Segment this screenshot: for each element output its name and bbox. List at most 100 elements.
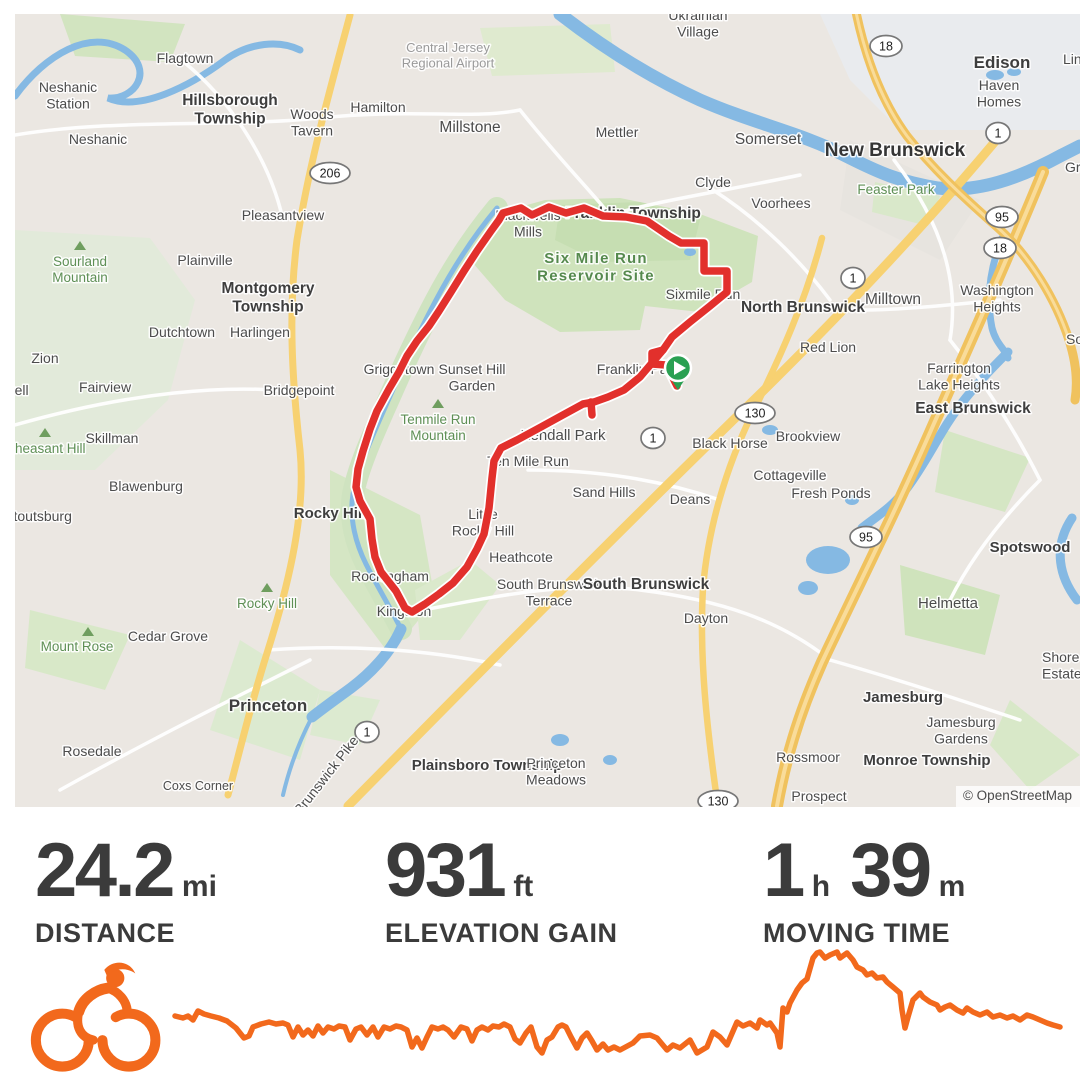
map-label: Dayton (684, 610, 728, 626)
map-label: Milltown (865, 291, 921, 308)
map-label: Spotswood (990, 539, 1071, 556)
map-label: Farrington Lake Heights (918, 360, 1000, 393)
route-shield: 1 (840, 266, 866, 290)
map-label: Hamilton (350, 99, 405, 115)
map-label: Neshanic Station (39, 79, 97, 112)
cyclist-icon (30, 962, 161, 1072)
map-label: Princeton Meadows (526, 755, 586, 788)
svg-text:1: 1 (850, 272, 857, 286)
map-major-roads (224, 14, 1080, 807)
map-label: Rocky Hill (237, 596, 297, 611)
route-shield: 18 (983, 236, 1017, 260)
route-shield: 130 (734, 401, 776, 425)
svg-text:1: 1 (364, 726, 371, 740)
svg-text:130: 130 (708, 795, 729, 808)
map-label: Zion (31, 350, 58, 366)
map-label: Harlingen (230, 324, 290, 340)
start-marker (663, 353, 693, 390)
svg-text:1: 1 (650, 432, 657, 446)
map-label: Deans (670, 491, 710, 507)
map-label: Helmetta (918, 595, 979, 612)
map-label: Lincoln (1063, 51, 1080, 67)
map-label: Edison (974, 53, 1031, 72)
map-label: Mount Rose (41, 639, 114, 654)
map-label: Bridgepoint (264, 382, 335, 398)
route-shield: 1 (985, 121, 1011, 145)
map-label: Brookview (776, 428, 841, 444)
route-shield: 130 (697, 789, 739, 808)
map-label: South River (1066, 331, 1080, 347)
route-map: 206 18 1 95 18 1 130 1 95 1 130 Flagtown Neshanic St… (15, 14, 1080, 807)
route-shield: 18 (869, 34, 903, 58)
stat-distance: 24.2 mi DISTANCE (35, 833, 217, 949)
elevation-label: ELEVATION GAIN (385, 918, 618, 948)
svg-text:130: 130 (745, 407, 766, 421)
map-label: Central Jersey Regional Airport (402, 40, 495, 70)
map-label: Plainville (177, 252, 232, 268)
stat-moving-time: 1 h 39 m MOVING TIME (763, 833, 965, 949)
map-label: Sunset Hill Garden (439, 361, 506, 394)
map-label: Flagtown (157, 50, 214, 66)
map-label: Plainsboro Township (412, 757, 563, 774)
route-shields: 206 18 1 95 18 1 130 1 95 1 130 (309, 34, 1019, 808)
map-label: Jamesburg (863, 689, 943, 706)
elevation-value: 931 ft (385, 828, 534, 913)
map-label: Voorhees (751, 195, 810, 211)
map-label: Six Mile Run Reservoir Site (537, 250, 655, 285)
map-label: Stoutsburg (15, 508, 72, 524)
map-label: Sourland Mountain (52, 254, 108, 285)
elevation-unit: ft (513, 870, 534, 903)
stat-elevation-gain: 931 ft ELEVATION GAIN (385, 833, 618, 949)
moving-time-value: 1 h 39 m (763, 828, 966, 913)
route-shield: 95 (985, 205, 1019, 229)
map-label: South Brunswick Terrace (497, 576, 602, 609)
map-label: Green (1065, 159, 1080, 175)
moving-time-label: MOVING TIME (763, 918, 950, 948)
map-label: Monroe Township (863, 752, 990, 769)
svg-text:206: 206 (320, 167, 341, 181)
map-label: Prospect (791, 788, 846, 804)
map-label: Dutchtown (149, 324, 215, 340)
map-label: Cottageville (753, 467, 826, 483)
play-icon (674, 361, 686, 375)
map-label: Pleasantview (242, 207, 325, 223)
map-label: Hopewell (15, 382, 29, 398)
svg-text:1: 1 (995, 127, 1002, 141)
map-labels: Flagtown Neshanic Station Neshanic Hillsboro… (15, 14, 1080, 807)
map-label: Rossmoor (776, 749, 840, 765)
map-label: Hillsborough Township (182, 92, 278, 127)
map-label: Black Horse (692, 435, 768, 451)
map-minor-roads (15, 61, 1042, 792)
svg-text:95: 95 (995, 211, 1009, 225)
hours-unit: h (811, 870, 831, 903)
map-green-areas (15, 14, 1080, 790)
distance-value: 24.2 mi (35, 828, 217, 913)
map-label: Cedar Grove (128, 628, 208, 644)
map-label: Clyde (695, 174, 731, 190)
map-label: Pheasant Hill (15, 441, 86, 456)
map-label: Montgomery Township (222, 280, 315, 315)
map-label: Coxs Corner (163, 779, 233, 793)
map-label: Rocky Hill (294, 505, 367, 522)
map-label: Shore RoEstates (1042, 649, 1080, 682)
distance-unit: mi (181, 870, 217, 903)
map-label: Mettler (596, 124, 639, 140)
map-label: New Brunswick (825, 140, 966, 161)
svg-text:18: 18 (993, 242, 1007, 256)
map-label: Heathcote (489, 549, 553, 565)
minutes-unit: m (938, 870, 966, 903)
route-shield: 1 (354, 720, 380, 744)
map-label: Haven Homes (977, 77, 1021, 110)
map-label: Washington Heights (960, 282, 1033, 315)
osm-attribution-link[interactable]: © OpenStreetMap (955, 786, 1080, 807)
map-urban-areas (820, 14, 1080, 260)
map-label: Sand Hills (572, 484, 635, 500)
map-label: South Brunswick (583, 576, 710, 593)
map-label: Ten Mile Run (487, 453, 569, 469)
map-label: North Brunswick (741, 299, 865, 316)
map-label: Jamesburg Gardens (926, 714, 995, 747)
map-label: Tenmile Run Mountain (400, 412, 475, 443)
map-label: East Brunswick (915, 400, 1031, 417)
map-label: Feaster Park (857, 182, 935, 197)
